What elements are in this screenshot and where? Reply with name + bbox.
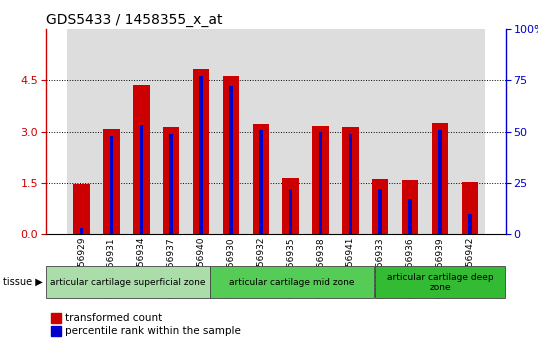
Bar — [46, 266, 210, 298]
Bar — [110, 136, 114, 234]
Bar — [318, 132, 322, 234]
Text: percentile rank within the sample: percentile rank within the sample — [65, 326, 240, 336]
Bar — [468, 213, 472, 234]
Bar — [73, 184, 90, 234]
Text: articular cartilage superficial zone: articular cartilage superficial zone — [50, 278, 206, 287]
Bar — [395, 29, 425, 234]
Bar — [372, 179, 388, 234]
Bar — [252, 124, 269, 234]
Bar — [223, 76, 239, 234]
Bar — [342, 127, 359, 234]
Bar — [186, 29, 216, 234]
Bar — [425, 29, 455, 234]
Bar — [199, 76, 203, 234]
Bar — [80, 228, 83, 234]
Text: articular cartilage mid zone: articular cartilage mid zone — [229, 278, 355, 287]
Bar — [139, 126, 143, 234]
Bar — [210, 266, 374, 298]
Bar — [408, 199, 412, 234]
Bar — [156, 29, 186, 234]
Bar — [216, 29, 246, 234]
Text: tissue ▶: tissue ▶ — [3, 277, 43, 287]
Bar — [462, 182, 478, 234]
Text: GDS5433 / 1458355_x_at: GDS5433 / 1458355_x_at — [46, 13, 222, 27]
Bar — [402, 180, 419, 234]
Bar — [246, 29, 276, 234]
Bar — [229, 86, 233, 234]
Bar — [455, 29, 485, 234]
Bar — [349, 134, 352, 234]
Bar — [275, 29, 306, 234]
Bar — [313, 126, 329, 234]
Bar — [193, 69, 209, 234]
Bar — [169, 134, 173, 234]
Bar — [67, 29, 96, 234]
Bar — [133, 85, 150, 234]
Bar — [96, 29, 126, 234]
Text: articular cartilage deep
zone: articular cartilage deep zone — [387, 273, 493, 292]
Bar — [126, 29, 156, 234]
Bar — [438, 130, 442, 234]
Bar — [378, 189, 382, 234]
Bar — [432, 123, 448, 234]
Text: transformed count: transformed count — [65, 313, 162, 323]
Bar — [374, 266, 505, 298]
Bar — [282, 179, 299, 234]
Bar — [259, 130, 263, 234]
Bar — [163, 127, 179, 234]
Bar — [306, 29, 336, 234]
Bar — [365, 29, 395, 234]
Bar — [336, 29, 365, 234]
Bar — [289, 189, 293, 234]
Bar — [103, 129, 119, 234]
